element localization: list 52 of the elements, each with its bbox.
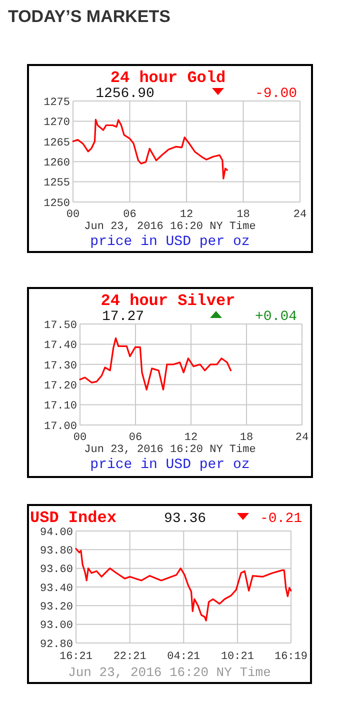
annotation: -9.00 <box>254 86 297 102</box>
x-axis-title: Jun 23, 2016 16:20 NY Time <box>84 444 256 456</box>
y-tick-label: 17.50 <box>44 320 77 332</box>
line-series <box>75 548 292 622</box>
y-tick-label: 93.80 <box>40 546 73 558</box>
y-tick-label: 1265 <box>44 137 70 150</box>
x-tick-label: 12 <box>184 432 198 444</box>
y-tick-label: 1260 <box>44 157 70 170</box>
y-tick-label: 1275 <box>44 96 70 109</box>
x-tick-label: 00 <box>73 432 87 444</box>
chart-subtitle: 93.36 <box>164 511 206 527</box>
line-series <box>72 118 228 180</box>
line-series <box>79 337 232 390</box>
y-tick-label: 1250 <box>44 198 70 210</box>
y-tick-label: 93.60 <box>40 564 73 576</box>
y-tick-label: 93.40 <box>40 582 73 595</box>
x-tick-label: 00 <box>66 209 80 221</box>
y-tick-label: 17.10 <box>44 400 77 413</box>
y-tick-label: 93.20 <box>40 602 73 614</box>
chart-title: 24 hour Gold <box>110 69 226 87</box>
y-tick-label: 17.40 <box>44 340 77 352</box>
y-tick-label: 1270 <box>44 117 70 130</box>
x-tick-label: 24 <box>293 209 307 221</box>
y-tick-label: 93.00 <box>40 620 73 632</box>
chart-title: USD Index <box>30 509 117 527</box>
y-tick-label: 17.30 <box>44 360 77 372</box>
chart-title: 24 hour Silver <box>100 292 236 310</box>
y-tick-label: 17.20 <box>44 380 77 392</box>
text: -0.21 <box>260 511 302 527</box>
chart-subtitle: 1256.90 <box>96 86 154 102</box>
y-tick-label: 94.00 <box>40 526 73 539</box>
text: TODAY’S MARKETS <box>8 7 170 26</box>
annotation: +0.04 <box>254 309 297 325</box>
x-tick-label: 10:21 <box>220 651 254 663</box>
x-tick-label: 16:19 <box>274 651 308 663</box>
y-tick-label: 92.80 <box>40 638 73 651</box>
x-tick-label: 12 <box>180 209 194 221</box>
x-tick-label: 18 <box>236 209 250 221</box>
x-tick-label: 04:21 <box>167 651 201 663</box>
x-tick-label: 16:21 <box>59 651 93 663</box>
x-axis-title: Jun 23, 2016 16:20 NY Time <box>68 665 271 680</box>
chart-subtitle: 17.27 <box>102 309 144 325</box>
text: price in USD per oz <box>90 457 250 473</box>
x-tick-label: 24 <box>295 432 309 444</box>
x-tick-label: 06 <box>123 209 136 221</box>
x-axis-title: Jun 23, 2016 16:20 NY Time <box>84 221 256 233</box>
y-tick-label: 17.00 <box>44 420 77 433</box>
x-tick-label: 06 <box>128 432 142 444</box>
y-tick-label: 1255 <box>44 178 70 190</box>
x-tick-label: 22:21 <box>113 651 147 663</box>
x-tick-label: 18 <box>240 432 254 444</box>
text: price in USD per oz <box>90 234 250 250</box>
